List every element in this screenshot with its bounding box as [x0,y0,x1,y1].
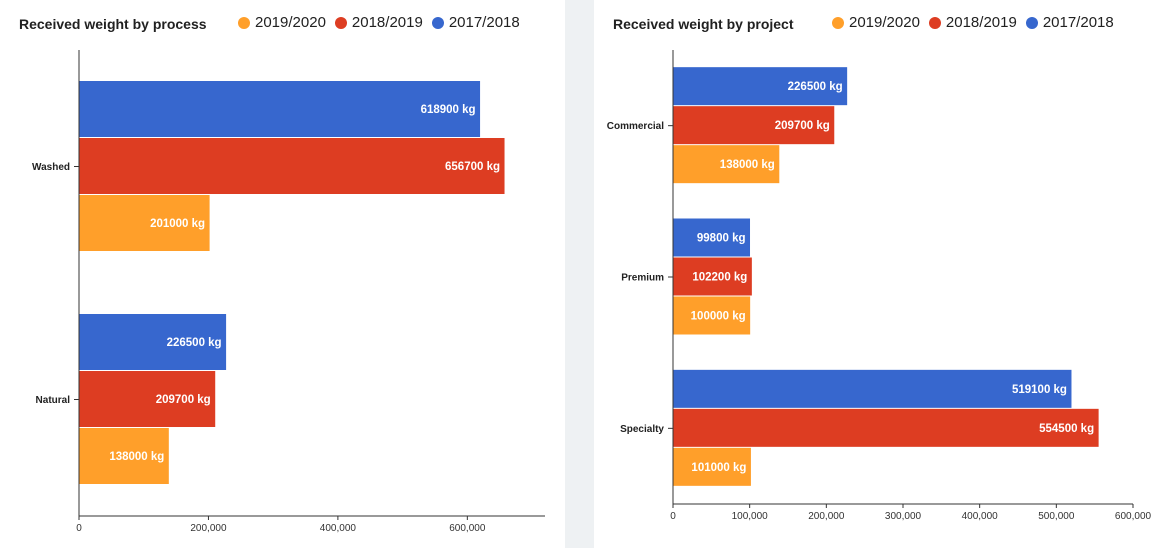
data-label: 618900 kg [421,104,476,116]
legend-item-2018-2019[interactable]: 2018/2019 [334,14,423,31]
project-bar-chart: 0 100,000 200,000 300,000 400,000 500,000 600,… [607,50,1152,522]
legend-swatch [832,16,844,29]
legend-swatch [431,16,444,29]
legend-swatch [928,16,941,29]
data-label: 201000 kg [150,218,205,230]
bar-natural-2017-2018[interactable] [79,314,227,370]
legend-item-2018-2019[interactable]: 2018/2019 [928,14,1017,31]
legend-item-2019-2020[interactable]: 2019/2020 [238,14,326,31]
data-label: 209700 kg [775,120,830,132]
bar-specialty-2017-2018[interactable] [673,369,1072,408]
process-bar-chart: 0 200,000 400,000 600,000 Washed 618900 kg 656… [32,50,545,534]
legend-item-2019-2020[interactable]: 2019/2020 [832,14,920,31]
data-label: 138000 kg [109,451,164,463]
legend-label: 2019/2020 [255,14,326,31]
data-label: 100000 kg [691,311,746,323]
x-tick-label: 300,000 [885,511,922,522]
bar-premium-2019-2020[interactable] [673,296,751,335]
data-label: 99800 kg [697,233,746,245]
legend-swatch [1025,16,1038,29]
y-tick-label-premium: Premium [621,273,664,284]
bar-premium-2018-2019[interactable] [673,257,752,296]
legend-item-2017-2018[interactable]: 2017/2018 [1025,14,1114,31]
chart-legend: 2019/2020 2018/2019 2017/2018 [238,14,520,31]
bar-washed-2018-2019[interactable] [79,138,505,194]
x-tick-label: 0 [76,523,82,534]
data-label: 209700 kg [156,394,211,406]
bar-premium-2017-2018[interactable] [673,218,751,257]
x-tick-label: 100,000 [732,511,769,522]
legend-label: 2017/2018 [1042,14,1114,31]
x-tick-label: 200,000 [190,523,227,534]
data-label: 554500 kg [1039,423,1094,435]
legend-label: 2018/2019 [351,14,423,31]
process-chart-panel: Received weight by process 2019/2020 201… [0,0,565,548]
data-label: 656700 kg [445,161,500,173]
x-tick-label: 400,000 [962,511,999,522]
data-label: 101000 kg [691,462,746,474]
chart-legend: 2019/2020 2018/2019 2017/2018 [832,14,1114,31]
bar-commercial-2018-2019[interactable] [673,106,835,145]
legend-label: 2019/2020 [849,14,920,31]
data-label: 519100 kg [1012,384,1067,396]
y-tick-label-specialty: Specialty [620,424,664,435]
bar-specialty-2018-2019[interactable] [673,408,1099,447]
bar-washed-2019-2020[interactable] [79,195,210,251]
legend-label: 2017/2018 [448,14,520,31]
y-tick-label-commercial: Commercial [607,121,664,132]
legend-swatch [334,16,347,29]
x-tick-label: 600,000 [1115,511,1152,522]
project-chart-panel: Received weight by project 2019/2020 201… [594,0,1158,548]
x-tick-label: 500,000 [1038,511,1075,522]
x-tick-label: 400,000 [320,523,357,534]
legend-label: 2018/2019 [945,14,1017,31]
data-label: 226500 kg [167,337,222,349]
bar-commercial-2017-2018[interactable] [673,67,848,106]
data-label: 102200 kg [692,272,747,284]
bar-washed-2017-2018[interactable] [79,81,481,137]
data-label: 226500 kg [788,81,843,93]
chart-title: Received weight by project [613,16,794,32]
x-tick-label: 600,000 [449,523,486,534]
legend-item-2017-2018[interactable]: 2017/2018 [431,14,520,31]
y-tick-label-washed: Washed [32,162,70,173]
bar-specialty-2019-2020[interactable] [673,447,751,486]
y-tick-label-natural: Natural [36,395,71,406]
data-label: 138000 kg [720,159,775,171]
x-tick-label: 200,000 [808,511,845,522]
bar-natural-2018-2019[interactable] [79,371,216,427]
legend-swatch [238,16,250,29]
bar-natural-2019-2020[interactable] [79,428,169,484]
x-tick-label: 0 [670,511,676,522]
bar-commercial-2019-2020[interactable] [673,145,780,184]
chart-title: Received weight by process [19,16,207,32]
